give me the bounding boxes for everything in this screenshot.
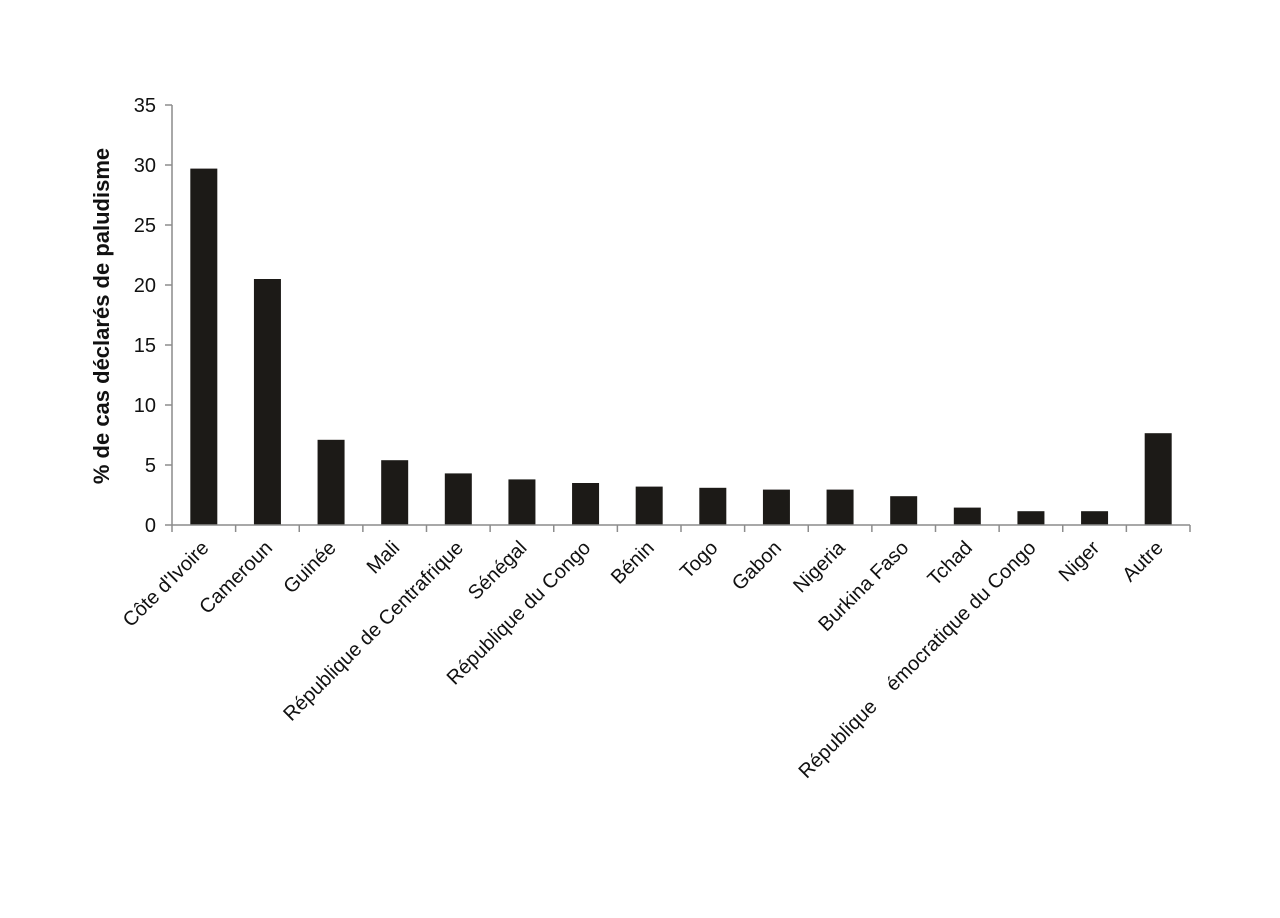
x-category-label: Bénin [607, 537, 659, 589]
x-category-label: République émocratique du Congo [795, 537, 1041, 783]
y-tick-label: 30 [134, 155, 156, 177]
bar [635, 486, 663, 525]
bar [317, 439, 345, 525]
x-category-label: Nigeria [789, 536, 850, 597]
bar [253, 279, 281, 525]
bar [953, 507, 981, 525]
bar [699, 487, 727, 525]
y-axis-ticks: 0 5 10 15 20 25 30 35 [134, 95, 1191, 537]
bars [190, 168, 1172, 525]
y-axis-label: % de cas déclarés de paludisme [89, 148, 114, 484]
y-tick-label: 35 [134, 95, 156, 117]
bar [762, 489, 790, 525]
y-tick-label: 25 [134, 215, 156, 237]
x-category-label: Autre [1118, 537, 1167, 586]
bar [190, 168, 218, 525]
x-category-label: Tchad [924, 537, 977, 590]
bar [572, 483, 600, 525]
bar [1017, 511, 1045, 525]
bar [444, 473, 472, 525]
x-category-label: Togo [676, 537, 722, 583]
y-tick-label: 10 [134, 395, 156, 417]
bar [890, 496, 918, 525]
x-category-label: Côte d'Ivoire [119, 537, 214, 632]
x-category-label: Guinée [279, 537, 340, 598]
y-tick-label: 0 [145, 515, 156, 537]
y-tick-label: 15 [134, 335, 156, 357]
y-tick-label: 5 [145, 455, 156, 477]
y-tick-label: 20 [134, 275, 156, 297]
bar [1144, 433, 1172, 525]
bar [381, 460, 409, 525]
x-category-label: Gabon [728, 537, 786, 595]
bar [508, 479, 536, 525]
bar [1081, 511, 1109, 525]
x-category-label: Niger [1055, 537, 1105, 587]
bar [826, 489, 854, 525]
x-category-label: Mali [363, 537, 404, 578]
